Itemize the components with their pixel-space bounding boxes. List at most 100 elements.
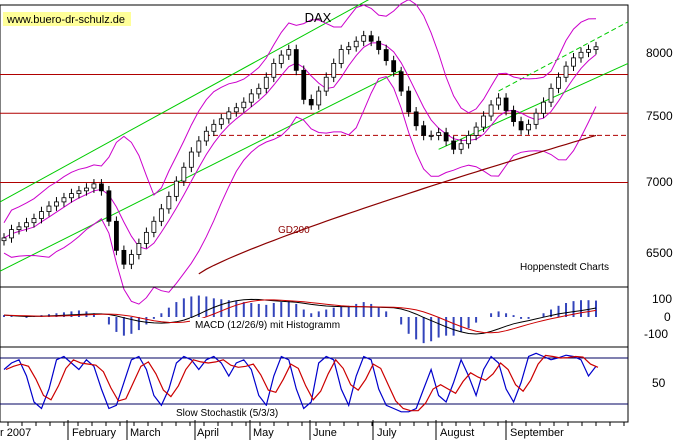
candle xyxy=(346,41,352,55)
source-label: Hoppenstedt Charts xyxy=(520,262,609,273)
candle xyxy=(338,44,344,69)
price-ytick-7000: 7000 xyxy=(646,175,673,189)
candle xyxy=(533,108,539,130)
candle xyxy=(151,216,157,238)
price-candles xyxy=(1,30,599,270)
x-label-sep: September xyxy=(510,427,564,439)
candle xyxy=(256,83,262,99)
trend-channel-upper xyxy=(0,0,370,203)
candle xyxy=(473,122,479,141)
upper-band xyxy=(3,0,597,223)
trend-channel-lower xyxy=(0,69,402,272)
candle xyxy=(308,94,314,110)
candle xyxy=(76,185,82,199)
candle xyxy=(114,216,119,256)
website-label: www.buero-dr-schulz.de xyxy=(6,14,125,26)
candle xyxy=(323,72,329,96)
candle xyxy=(496,93,501,110)
candle xyxy=(563,61,569,83)
candle xyxy=(196,136,202,157)
candle xyxy=(158,203,164,227)
candle xyxy=(488,100,494,121)
candle xyxy=(511,105,516,127)
candle xyxy=(136,238,142,260)
candle xyxy=(458,138,464,155)
macd-title: MACD (12/26/9) mit Histogramm xyxy=(195,320,340,331)
candle xyxy=(166,191,172,214)
candle xyxy=(84,183,89,196)
candle xyxy=(398,66,404,96)
price-ytick-6500: 6500 xyxy=(646,246,673,260)
candle xyxy=(376,36,382,55)
candle xyxy=(293,44,299,76)
candle xyxy=(218,113,224,130)
candle xyxy=(226,107,232,124)
x-label-jul: July xyxy=(377,427,397,439)
candle xyxy=(69,188,74,203)
candle xyxy=(443,127,449,146)
candle xyxy=(436,127,442,141)
stochastic-d-line xyxy=(5,354,599,412)
stochastic-k-line xyxy=(3,352,597,413)
candle xyxy=(211,119,217,137)
stochastic-panel: Slow Stochastik (5/3/3) 50 xyxy=(0,346,666,423)
candle xyxy=(286,44,292,60)
candle xyxy=(278,50,284,69)
candle xyxy=(31,213,37,228)
candle xyxy=(16,221,22,235)
macd-ytick-100: 100 xyxy=(652,292,672,306)
candle xyxy=(586,44,591,58)
x-label-jun: June xyxy=(313,427,337,439)
x-label-may: May xyxy=(253,427,274,439)
macd-ytick-minus100: -100 xyxy=(644,327,668,341)
candle xyxy=(61,192,67,207)
x-label-aug: August xyxy=(440,427,474,439)
x-label-jan: r 2007 xyxy=(0,427,31,439)
candle xyxy=(466,130,472,149)
gd200-line xyxy=(198,134,597,275)
lower-band xyxy=(3,76,597,305)
candle xyxy=(263,72,269,94)
candle xyxy=(593,41,599,55)
candle xyxy=(428,130,434,141)
candle xyxy=(518,116,524,135)
x-axis: r 2007 February March April May June Jul… xyxy=(0,420,625,440)
trend-recovery-upper xyxy=(498,21,629,92)
website-banner xyxy=(3,12,131,26)
candle xyxy=(578,47,584,63)
candle xyxy=(24,217,29,232)
candle xyxy=(368,30,374,47)
candle xyxy=(173,176,179,202)
price-title: DAX xyxy=(305,10,332,25)
candle xyxy=(106,185,112,227)
candle xyxy=(421,120,427,141)
candle xyxy=(46,201,52,217)
stochastic-title: Slow Stochastik (5/3/3) xyxy=(176,408,278,419)
candle xyxy=(451,136,457,155)
price-panel: DAX GD200 Hoppenstedt Charts 8000 7500 7… xyxy=(0,0,673,305)
candle xyxy=(203,126,209,146)
candle xyxy=(383,44,389,66)
candle xyxy=(9,224,14,243)
candle xyxy=(526,119,531,135)
candle xyxy=(248,89,254,108)
x-label-mar: March xyxy=(130,427,161,439)
candle xyxy=(481,111,486,132)
candle xyxy=(556,72,561,94)
candle xyxy=(541,97,546,119)
x-label-feb: February xyxy=(72,427,117,439)
candle xyxy=(391,55,397,77)
candle xyxy=(233,102,239,117)
candle xyxy=(121,245,127,270)
price-ytick-7500: 7500 xyxy=(646,109,673,123)
gd200-label: GD200 xyxy=(278,225,310,236)
macd-signal-line xyxy=(3,299,597,334)
candle xyxy=(128,249,134,270)
candle xyxy=(331,58,337,83)
candle xyxy=(316,86,322,110)
candle xyxy=(188,147,194,173)
candle xyxy=(413,107,419,131)
price-horizontal-levels xyxy=(0,73,628,184)
